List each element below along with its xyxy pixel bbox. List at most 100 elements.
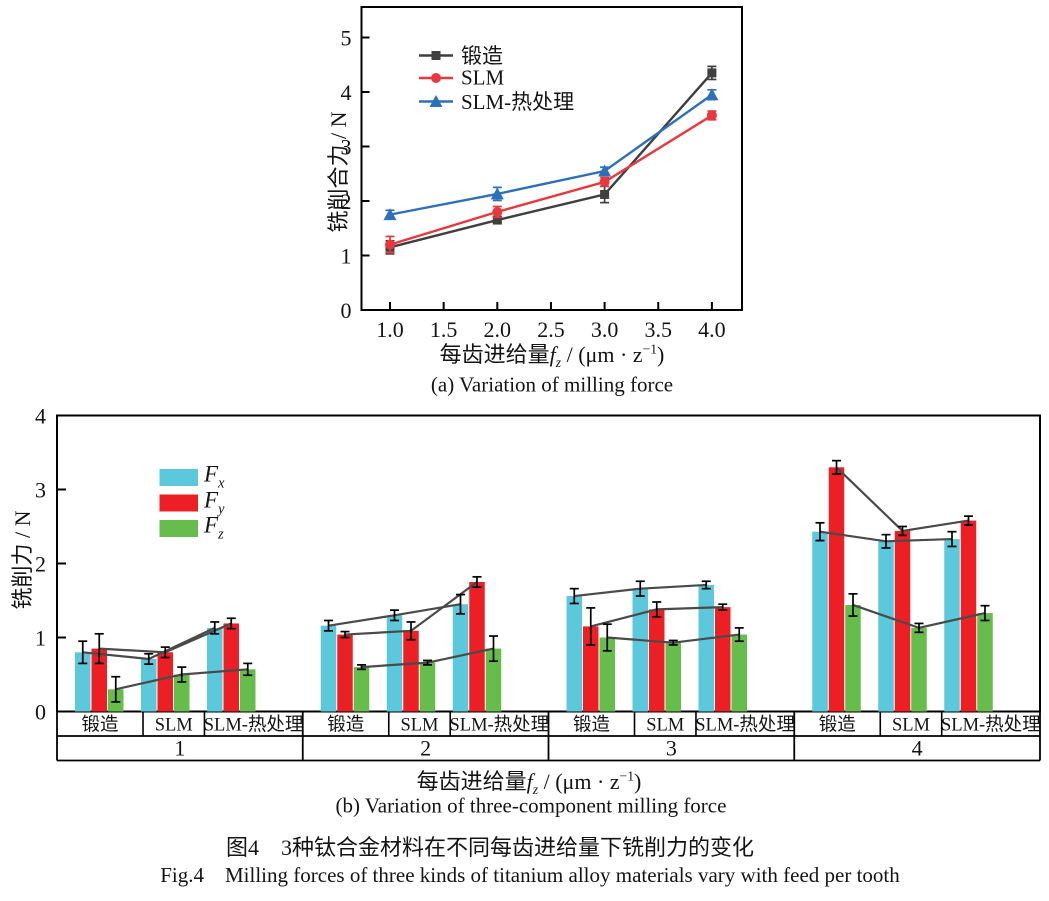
bar-Fy-group3-0 bbox=[583, 626, 599, 712]
chart-a-x-tick-label: 2.0 bbox=[484, 317, 512, 342]
bar-Fy-group3-2 bbox=[715, 607, 731, 712]
chart-a-y-tick-label: 3 bbox=[341, 135, 352, 160]
marker-square bbox=[707, 68, 717, 78]
bar-Fx-group3-1 bbox=[632, 588, 648, 712]
bar-Fz-group4-1 bbox=[911, 627, 927, 712]
marker-triangle bbox=[705, 88, 719, 101]
chart-a-frame bbox=[360, 6, 743, 311]
fy-symbol: F bbox=[204, 487, 219, 513]
chart-b-y-tick-label: 3 bbox=[35, 478, 46, 503]
marker-triangle bbox=[490, 187, 504, 200]
bar-Fx-group1-0 bbox=[75, 652, 91, 712]
table-material-label: SLM-热处理 bbox=[695, 715, 795, 736]
x-label-close: ) bbox=[657, 341, 665, 367]
bar-Fx-group4-2 bbox=[944, 539, 960, 712]
bar-Fz-group2-1 bbox=[419, 662, 436, 712]
chart-b-y-tick-label: 4 bbox=[35, 404, 46, 429]
chart-b-subtitle: (b) Variation of three-component milling… bbox=[335, 793, 727, 818]
marker-circle bbox=[492, 206, 503, 217]
marker-triangle bbox=[383, 208, 397, 221]
bar-Fx-group2-1 bbox=[386, 615, 403, 712]
fx-subscript: x bbox=[218, 475, 225, 492]
table-material-label: 锻造 bbox=[327, 715, 364, 736]
table-material-label: 锻造 bbox=[81, 715, 118, 736]
fz-symbol: F bbox=[204, 512, 219, 538]
marker-circle bbox=[706, 110, 717, 121]
x-label-variable: f bbox=[526, 768, 533, 794]
x-label-units: / (μm · z bbox=[538, 768, 620, 794]
table-material-label: SLM-热处理 bbox=[941, 715, 1041, 736]
x-label-close: ) bbox=[634, 768, 642, 794]
chart-a-y-tick-label: 1 bbox=[341, 244, 352, 269]
legend-b-item-fx: Fx bbox=[204, 462, 224, 493]
table-material-label: SLM bbox=[646, 716, 684, 736]
bar-Fz-group3-2 bbox=[731, 634, 747, 712]
chart-a-y-tick-label: 0 bbox=[341, 298, 352, 323]
table-material-label: SLM bbox=[400, 716, 438, 736]
bar-Fz-group3-1 bbox=[665, 642, 681, 712]
series-line-1 bbox=[389, 114, 713, 246]
bar-Fy-group4-0 bbox=[828, 467, 845, 712]
chart-a-y-tick-label: 5 bbox=[341, 26, 352, 51]
chart-b-y-tick-label: 0 bbox=[35, 700, 46, 725]
bar-Fx-group1-1 bbox=[141, 658, 157, 712]
fx-symbol: F bbox=[204, 461, 219, 487]
chart-a-x-axis-label: 每齿进给量fz / (μm · z−1) bbox=[440, 337, 665, 371]
marker-circle bbox=[431, 73, 441, 83]
bar-Fz-group4-2 bbox=[977, 613, 993, 712]
chart-a-y-tick-label: 2 bbox=[341, 189, 352, 214]
chart-b-y-tick-label: 1 bbox=[35, 626, 46, 651]
x-label-variable: f bbox=[549, 341, 556, 367]
x-label-prefix: 每齿进给量 bbox=[439, 341, 550, 367]
chart-b-y-tick-label: 2 bbox=[35, 552, 46, 577]
legend-b-swatch-Fz bbox=[159, 520, 198, 537]
x-label-units: / (μm · z bbox=[561, 341, 643, 367]
x-label-exponent: −1 bbox=[619, 768, 635, 784]
marker-square bbox=[431, 51, 441, 60]
bar-Fz-group4-0 bbox=[845, 604, 861, 712]
chart-b-y-axis-label: 铣削力 / N bbox=[10, 510, 35, 610]
marker-square bbox=[600, 189, 610, 199]
bar-Fx-group3-2 bbox=[698, 584, 714, 712]
bar-Fx-group4-1 bbox=[878, 541, 894, 712]
table-group-label: 4 bbox=[912, 736, 923, 761]
x-label-exponent: −1 bbox=[642, 341, 658, 357]
table-material-label: SLM-热处理 bbox=[204, 715, 304, 736]
chart-a-x-tick-label: 3.0 bbox=[591, 317, 619, 342]
bar-Fy-group3-1 bbox=[649, 609, 665, 712]
bar-Fy-group1-1 bbox=[157, 652, 173, 712]
bar-Fy-group1-0 bbox=[91, 648, 107, 712]
bar-Fx-group2-2 bbox=[452, 604, 469, 712]
bar-Fz-group1-1 bbox=[174, 674, 190, 712]
legend-a-item-slm: SLM bbox=[461, 65, 505, 90]
bar-Fz-group2-2 bbox=[485, 648, 502, 712]
table-material-label: SLM bbox=[892, 716, 930, 736]
bar-Fx-group1-2 bbox=[207, 627, 223, 712]
bar-Fy-group2-1 bbox=[403, 630, 419, 712]
table-material-label: 锻造 bbox=[573, 715, 610, 736]
bar-Fy-group2-2 bbox=[469, 582, 485, 712]
figure-caption-zh: 图4 3种钛合金材料在不同每齿进给量下铣削力的变化 bbox=[225, 835, 755, 860]
legend-b-swatch-Fy bbox=[159, 494, 198, 512]
bar-Fy-group1-2 bbox=[223, 623, 239, 712]
table-material-label: SLM bbox=[155, 716, 193, 736]
marker-triangle bbox=[598, 164, 612, 177]
bar-Fz-group2-0 bbox=[353, 667, 370, 712]
bar-Fx-group3-0 bbox=[566, 596, 582, 712]
chart-a-y-tick-label: 4 bbox=[341, 80, 352, 105]
fz-subscript: z bbox=[218, 526, 224, 543]
chart-a-x-tick-label: 4.0 bbox=[698, 317, 726, 342]
marker-square bbox=[492, 215, 502, 225]
bar-Fz-group1-2 bbox=[240, 669, 256, 712]
bar-Fy-group2-0 bbox=[337, 634, 353, 712]
fy-subscript: y bbox=[218, 501, 225, 518]
x-label-subscript: z bbox=[555, 355, 562, 371]
legend-b-item-fy: Fy bbox=[204, 488, 224, 519]
table-material-label: 锻造 bbox=[819, 715, 856, 736]
marker-triangle bbox=[429, 95, 443, 107]
legend-a-item-slm-heat-treated: SLM-热处理 bbox=[461, 90, 575, 114]
chart-a-x-tick-label: 3.5 bbox=[645, 317, 673, 342]
table-material-label: SLM-热处理 bbox=[449, 715, 549, 736]
